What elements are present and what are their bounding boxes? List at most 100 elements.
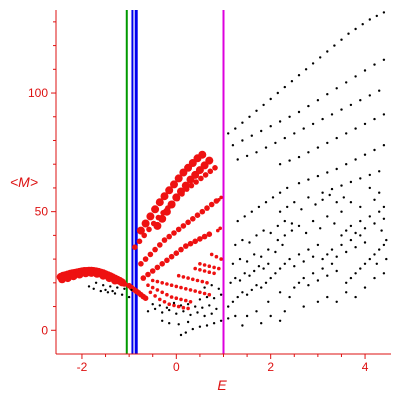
data-point [200, 279, 205, 284]
data-point [176, 304, 181, 309]
data-point [267, 248, 270, 251]
data-point [269, 276, 272, 280]
data-point [345, 250, 348, 254]
data-point [286, 186, 289, 190]
data-point [219, 293, 223, 296]
data-point [142, 295, 149, 302]
data-point [253, 253, 256, 256]
x-tick-label: 4 [362, 360, 369, 374]
data-point [335, 269, 338, 273]
data-point [198, 290, 202, 295]
data-point [368, 94, 371, 97]
data-point [342, 196, 345, 199]
data-point [179, 304, 183, 307]
data-point [208, 201, 215, 208]
data-point [202, 172, 209, 178]
data-point [264, 146, 268, 149]
data-point [241, 139, 244, 142]
data-point [255, 234, 258, 237]
data-point [116, 286, 119, 289]
data-point [190, 216, 196, 222]
data-point [283, 310, 286, 313]
y-tick-label: 50 [35, 205, 49, 219]
data-point [255, 109, 258, 113]
data-point [99, 289, 103, 293]
data-point [354, 158, 357, 161]
data-point [359, 267, 362, 270]
data-point [160, 281, 164, 285]
data-point [349, 276, 353, 280]
data-point [205, 281, 209, 285]
data-point [188, 300, 193, 304]
data-point [198, 262, 202, 266]
data-point [335, 167, 338, 171]
data-point [169, 283, 174, 288]
data-point [243, 215, 246, 218]
data-point [141, 232, 147, 239]
data-point [205, 295, 209, 299]
data-point [257, 205, 261, 209]
data-point [165, 186, 174, 195]
data-point [363, 227, 367, 230]
data-point [248, 241, 251, 244]
data-point [359, 99, 362, 102]
data-point [257, 265, 261, 268]
data-point [368, 257, 371, 261]
data-point [321, 198, 324, 201]
data-point [378, 89, 381, 92]
data-point [278, 210, 282, 213]
data-point [150, 278, 155, 283]
data-point [373, 276, 376, 280]
data-point [278, 319, 282, 322]
data-point [179, 333, 183, 337]
data-point [192, 238, 198, 245]
data-point [219, 257, 223, 261]
data-point [321, 117, 324, 121]
data-point [175, 226, 182, 233]
data-point [283, 136, 286, 140]
data-point [269, 231, 272, 235]
data-point [267, 300, 270, 303]
data-point [106, 291, 110, 294]
data-point [160, 290, 164, 295]
data-point [297, 253, 301, 256]
data-point [146, 226, 152, 233]
data-point [311, 122, 315, 126]
data-point [148, 290, 153, 295]
data-point [166, 233, 172, 240]
data-point [260, 129, 263, 133]
data-point [274, 141, 277, 145]
data-point [330, 262, 334, 265]
data-point [345, 81, 348, 84]
data-point [288, 115, 291, 119]
data-point [278, 163, 282, 166]
data-point [184, 298, 188, 303]
data-point [198, 298, 202, 301]
data-point [236, 219, 239, 223]
data-point [219, 195, 223, 200]
data-point [231, 300, 235, 303]
data-point [202, 269, 207, 273]
data-point [302, 127, 305, 130]
data-point [193, 289, 197, 293]
data-point [269, 97, 272, 101]
data-point [274, 250, 277, 254]
data-point [321, 267, 324, 270]
data-point [146, 283, 150, 288]
data-point [138, 261, 144, 267]
data-point [380, 229, 383, 232]
data-point [363, 153, 367, 156]
vertical-lines [125, 10, 225, 354]
data-point [368, 18, 371, 21]
data-point [333, 44, 336, 47]
data-point [212, 297, 216, 300]
data-point [207, 292, 212, 297]
data-point [307, 151, 310, 154]
data-point [297, 224, 301, 228]
data-point [241, 291, 244, 294]
data-point [238, 257, 242, 261]
data-point [378, 191, 381, 194]
data-point [182, 310, 185, 313]
data-point [146, 212, 155, 221]
data-point [203, 314, 206, 318]
